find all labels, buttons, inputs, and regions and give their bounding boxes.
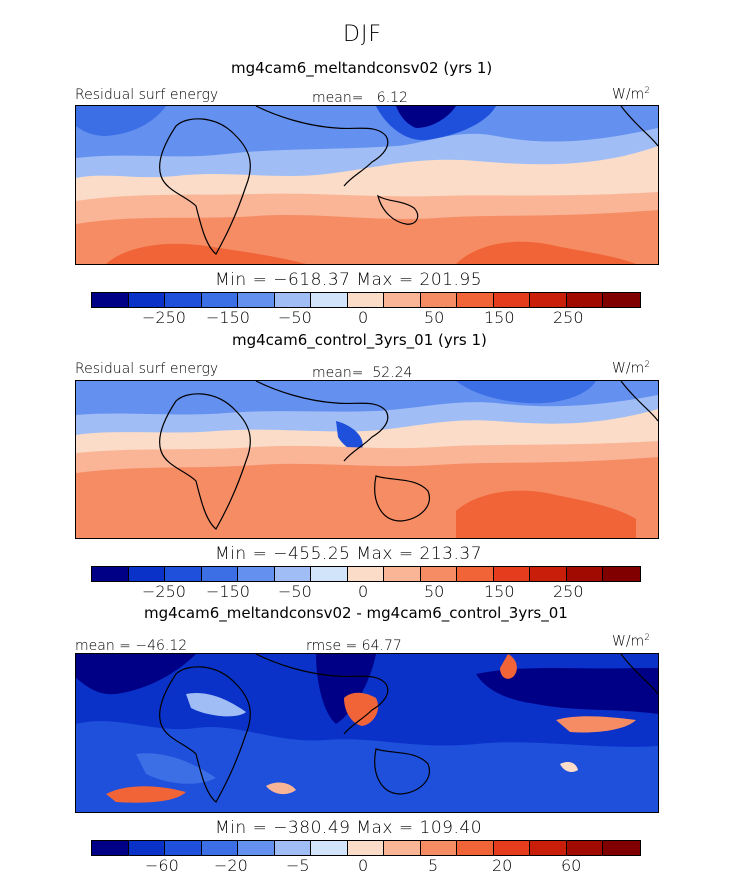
- colorbar-swatch: [384, 293, 421, 307]
- colorbar-swatch: [603, 567, 640, 581]
- colorbar-swatch: [420, 841, 458, 855]
- panel-1-tick: 250: [553, 308, 584, 327]
- panel-3-map: [75, 653, 659, 813]
- colorbar-swatch: [274, 567, 312, 581]
- panel-1-tick: −250: [142, 308, 186, 327]
- panel-1-tick: −150: [206, 308, 250, 327]
- colorbar-swatch: [566, 841, 604, 855]
- colorbar-swatch: [201, 841, 239, 855]
- panel-1-map: [75, 105, 659, 265]
- panel-2-tick: 250: [553, 582, 584, 601]
- colorbar-swatch: [493, 293, 531, 307]
- panel-2-mean-label: mean= 52.24: [312, 365, 412, 381]
- panel-1-variable-label: Residual surf energy: [75, 87, 219, 103]
- panel-1-tick: −50: [278, 308, 312, 327]
- colorbar-swatch: [457, 567, 494, 581]
- colorbar-swatch: [530, 567, 567, 581]
- panel-2-min-max: Min = −455.25 Max = 213.37: [215, 544, 483, 564]
- panel-2-mean-value: 52.24: [372, 365, 413, 381]
- colorbar-swatch: [92, 567, 129, 581]
- panel-3-tick: 20: [492, 856, 513, 875]
- colorbar-swatch: [603, 293, 640, 307]
- colorbar-swatch: [420, 293, 458, 307]
- colorbar-swatch: [347, 567, 385, 581]
- colorbar-swatch: [311, 567, 348, 581]
- colorbar-swatch: [165, 567, 202, 581]
- panel-1-mean-label: mean= 6.12: [312, 90, 408, 106]
- panel-2-colorbar: [91, 566, 641, 582]
- colorbar-swatch: [92, 841, 129, 855]
- panel-1-units: W/m2: [612, 86, 650, 103]
- colorbar-swatch: [274, 841, 312, 855]
- colorbar-swatch: [457, 293, 494, 307]
- panel-2-tick: 150: [484, 582, 515, 601]
- panel-3-min-max: Min = −380.49 Max = 109.40: [215, 818, 483, 838]
- panel-1-colorbar-ticks: −250 −150 −50 0 50 150 250: [0, 308, 732, 328]
- panel-3-tick: 5: [428, 856, 439, 875]
- colorbar-swatch: [311, 293, 348, 307]
- panel-3-tick: −20: [214, 856, 248, 875]
- panel-2-map: [75, 380, 659, 539]
- panel-1-mean-value: 6.12: [376, 90, 408, 106]
- panel-2-colorbar-ticks: −250 −150 −50 0 50 150 250: [0, 582, 732, 602]
- colorbar-swatch: [384, 841, 421, 855]
- panel-3-colorbar-ticks: −60 −20 −5 0 5 20 60: [0, 856, 732, 876]
- panel-3-mean-label: mean = −46.12: [75, 638, 188, 654]
- colorbar-swatch: [347, 293, 385, 307]
- panel-1-tick: 50: [424, 308, 445, 327]
- colorbar-swatch: [420, 567, 458, 581]
- colorbar-swatch: [238, 567, 275, 581]
- colorbar-swatch: [128, 841, 166, 855]
- panel-2-title: mg4cam6_control_3yrs_01 (yrs 1): [232, 331, 487, 349]
- colorbar-swatch: [566, 567, 604, 581]
- colorbar-swatch: [566, 293, 604, 307]
- panel-1-tick: 0: [358, 308, 369, 327]
- panel-2-tick: 50: [424, 582, 445, 601]
- panel-2-tick: 0: [358, 582, 369, 601]
- colorbar-swatch: [347, 841, 385, 855]
- panel-1-title: mg4cam6_meltandconsv02 (yrs 1): [231, 59, 493, 77]
- panel-1-mean-text: mean=: [312, 90, 364, 106]
- colorbar-swatch: [238, 293, 275, 307]
- panel-1-tick: 150: [484, 308, 515, 327]
- colorbar-swatch: [165, 293, 202, 307]
- colorbar-swatch: [493, 567, 531, 581]
- panel-3-title: mg4cam6_meltandconsv02 - mg4cam6_control…: [144, 604, 568, 622]
- panel-3-tick: −5: [286, 856, 310, 875]
- panel-2-units: W/m2: [612, 360, 650, 377]
- colorbar-swatch: [530, 293, 567, 307]
- colorbar-swatch: [128, 293, 166, 307]
- panel-3-tick: 0: [358, 856, 369, 875]
- panel-1-min-max: Min = −618.37 Max = 201.95: [215, 270, 483, 290]
- panel-3-rmse-label: rmse = 64.77: [306, 638, 402, 654]
- colorbar-swatch: [493, 841, 531, 855]
- panel-1-colorbar: [91, 292, 641, 308]
- colorbar-swatch: [457, 841, 494, 855]
- panel-2-tick: −150: [206, 582, 250, 601]
- colorbar-swatch: [201, 293, 239, 307]
- panel-3-units: W/m2: [612, 633, 650, 650]
- panel-3-tick: −60: [145, 856, 179, 875]
- colorbar-swatch: [530, 841, 567, 855]
- colorbar-swatch: [165, 841, 202, 855]
- panel-3-tick: 60: [561, 856, 582, 875]
- season-title: DJF: [343, 22, 383, 47]
- colorbar-swatch: [274, 293, 312, 307]
- colorbar-swatch: [238, 841, 275, 855]
- panel-2-tick: −50: [278, 582, 312, 601]
- panel-3-colorbar: [91, 840, 641, 856]
- panel-3-field-lighter: [76, 721, 658, 812]
- panel-2-mean-text: mean=: [312, 365, 364, 381]
- colorbar-swatch: [384, 567, 421, 581]
- panel-3-anomaly-asia: [344, 692, 379, 726]
- colorbar-swatch: [311, 841, 348, 855]
- panel-2-tick: −250: [142, 582, 186, 601]
- colorbar-swatch: [92, 293, 129, 307]
- colorbar-swatch: [603, 841, 640, 855]
- colorbar-swatch: [201, 567, 239, 581]
- colorbar-swatch: [128, 567, 166, 581]
- panel-2-variable-label: Residual surf energy: [75, 361, 219, 377]
